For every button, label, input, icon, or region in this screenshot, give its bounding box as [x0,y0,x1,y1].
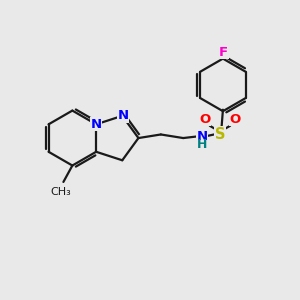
Text: O: O [229,113,241,126]
Text: O: O [200,113,211,126]
Text: CH₃: CH₃ [50,187,71,197]
Text: N: N [90,118,101,131]
Text: S: S [215,127,225,142]
Text: N: N [117,109,128,122]
Text: H: H [197,138,207,152]
Text: N: N [196,130,208,143]
Text: F: F [219,46,228,59]
